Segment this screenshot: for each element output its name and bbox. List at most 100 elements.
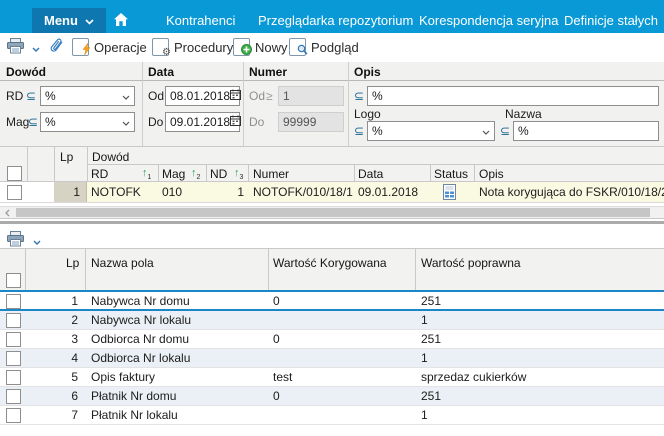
row-checkbox[interactable] [6,294,21,309]
data-od-label: Od [148,89,165,103]
row-checkbox[interactable] [6,370,21,385]
home-button[interactable] [113,8,129,33]
nazwa-input[interactable]: % [513,121,659,141]
nav-item-definicje-stalych[interactable]: Definicje stałych [564,13,658,28]
correction-row[interactable]: 7 Płatnik Nr lokalu 1 [0,406,664,425]
nazwa-label: Nazwa [505,107,542,121]
nav-item-przegladarka-repozytorium[interactable]: Przeglądarka repozytorium [258,13,414,28]
data-od-input[interactable]: 08.01.2018 [165,86,242,106]
sort-asc-icon[interactable]: ↑3 [234,167,244,182]
mag-select[interactable]: % [40,112,135,132]
row-checkbox[interactable] [6,313,21,328]
menu-button[interactable]: Menu [32,8,106,33]
column-header-wartosc-poprawna[interactable]: Wartość poprawna [421,256,521,270]
row-nazwa-cell: Nabywca Nr lokalu [91,313,192,327]
column-header-mag[interactable]: Mag [162,167,186,181]
correction-row[interactable]: 1 Nabywca Nr domu 0 251 [0,292,664,311]
corrections-grid-body: 1 Nabywca Nr domu 0 251 2 Nabywca Nr lok… [0,292,664,425]
divider [430,165,431,182]
new-plus-icon [233,38,252,56]
attachments-button[interactable] [49,33,65,61]
row-poprawna-cell: 251 [421,389,442,403]
divider [268,249,269,290]
filter-group-dowod-title: Dowód [6,65,46,79]
row-checkbox[interactable] [7,185,22,200]
documents-grid-header: Lp Dowód RD ↑1 Mag ↑2 ND ↑3 Numer Data S… [0,146,664,182]
correction-row[interactable]: 4 Odbiorca Nr lokalu 1 [0,349,664,368]
row-checkbox[interactable] [6,389,21,404]
calendar-icon[interactable] [230,89,242,103]
nazwa-operator: ⊆ [500,124,511,138]
sort-asc-icon[interactable]: ↑1 [142,167,152,182]
select-all-checkbox[interactable] [6,273,21,288]
column-header-numer[interactable]: Numer [253,167,290,181]
opis-input[interactable]: % [367,86,659,106]
preview-magnifier-icon [289,38,308,56]
pane-splitter[interactable] [0,221,664,224]
correction-row[interactable]: 5 Opis faktury test sprzedaz cukierków [0,368,664,387]
chevron-down-icon [33,233,41,248]
column-header-lp[interactable]: Lp [66,256,80,270]
column-header-data[interactable]: Data [358,167,384,181]
divider [349,80,664,81]
filter-group-data-title: Data [148,65,175,79]
correction-row[interactable]: 3 Odbiorca Nr domu 0 251 [0,330,664,349]
corrections-grid-header: Lp Nazwa pola Wartość Korygowana Wartość… [0,248,664,290]
rd-select[interactable]: % [40,86,135,106]
row-lp-cell: 6 [71,389,78,403]
nav-item-korespondencja-seryjna[interactable]: Korespondencja seryjna [419,13,559,28]
sort-asc-icon[interactable]: ↑2 [191,167,201,182]
data-do-input[interactable]: 09.01.2018 [165,112,242,132]
focused-row-indicator [0,290,664,292]
detail-print-button[interactable] [6,226,25,254]
operations-lightning-icon [72,38,91,56]
calendar-icon[interactable] [230,115,242,129]
logo-select[interactable]: % [367,121,495,141]
row-nazwa-cell: Odbiorca Nr domu [91,332,190,346]
filter-group-opis-title: Opis [354,65,381,79]
row-checkbox[interactable] [6,332,21,347]
opis-operator: ⊆ [354,89,365,103]
select-all-checkbox[interactable] [7,166,22,181]
row-poprawna-cell: 1 [421,351,428,365]
row-opis-cell: Nota korygująca do FSKR/010/18/2 [479,185,664,199]
chevron-down-icon [122,89,130,103]
correction-row[interactable]: 6 Płatnik Nr domu 0 251 [0,387,664,406]
procedures-gear-icon: ⚙ [152,38,171,58]
column-header-opis[interactable]: Opis [479,167,504,181]
menu-label: Menu [44,13,78,28]
scrollbar-thumb[interactable] [16,208,650,217]
print-dropdown-button[interactable] [32,33,40,61]
column-header-rd[interactable]: RD [91,167,109,181]
column-header-status[interactable]: Status [434,167,469,181]
print-button[interactable] [6,33,25,61]
mag-operator: ⊆ [28,115,39,129]
numer-od-label: Od [249,89,266,103]
correction-row[interactable]: 2 Nabywca Nr lokalu 1 [0,311,664,330]
mag-select-value: % [45,115,56,129]
new-button[interactable]: Nowy [233,33,288,61]
row-checkbox[interactable] [6,351,21,366]
nav-item-kontrahenci[interactable]: Kontrahenci [166,13,236,28]
horizontal-scrollbar[interactable] [0,206,664,219]
row-nd-cell: 1 [237,185,244,199]
preview-button[interactable]: Podgląd [289,33,359,61]
divider [354,165,355,182]
row-lp-cell: 1 [54,182,87,202]
detail-print-dropdown-button[interactable] [33,226,41,254]
logo-select-value: % [372,124,383,138]
operations-button[interactable]: Operacje [72,33,160,61]
row-nazwa-cell: Płatnik Nr domu [91,389,177,403]
column-header-nazwa-pola[interactable]: Nazwa pola [91,256,154,270]
column-header-nd[interactable]: ND [210,167,228,181]
document-row[interactable]: 1 NOTOFK 010 1 NOTOFK/010/18/1 09.01.201… [0,182,664,203]
row-mag-cell: 010 [162,185,183,199]
column-header-lp[interactable]: Lp [60,150,74,164]
scroll-left-arrow[interactable] [0,207,15,218]
divider [25,249,26,290]
row-poprawna-cell: 1 [421,313,428,327]
divider [244,80,348,81]
row-checkbox[interactable] [6,408,21,423]
column-header-wartosc-korygowana[interactable]: Wartość Korygowana [273,256,387,270]
